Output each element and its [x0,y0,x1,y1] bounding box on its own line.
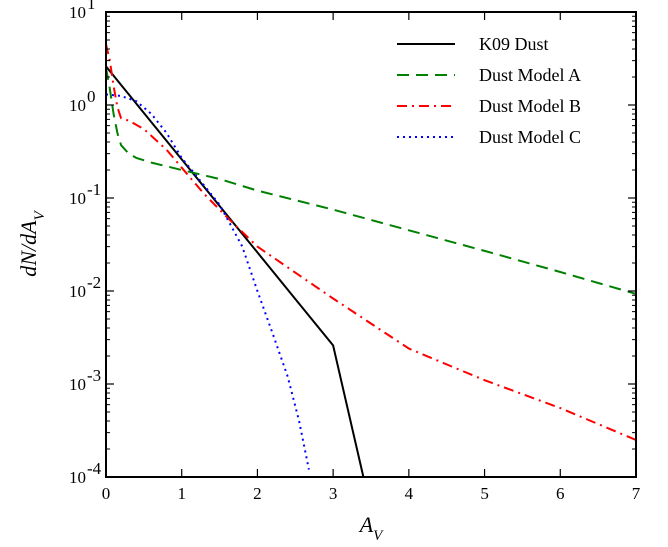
series-layer [106,44,636,477]
y-tick-exponent: -2 [87,273,101,292]
x-tick-label: 7 [632,484,641,503]
y-tick-exponent: -4 [87,459,102,478]
y-tick-exponent: 1 [87,0,96,13]
plot-frame [105,11,637,478]
y-tick-label: 10 [69,375,86,394]
legend-label-dust-model-b: Dust Model B [479,96,581,116]
x-axis-label: AV [358,512,384,544]
legend: K09 Dust Dust Model A Dust Model B Dust Mod… [397,34,581,147]
y-tick-exponent: -1 [87,180,101,199]
y-tick-label: 10 [69,3,86,22]
y-tick-label: 10 [69,96,86,115]
series-line-k09-dust [106,65,365,477]
y-tick-exponent: -3 [87,366,101,385]
y-tick-label: 10 [69,189,86,208]
legend-label-dust-model-a: Dust Model A [479,65,581,85]
y-axis-label: dN/dAV [16,209,48,276]
x-tick-label: 2 [253,484,262,503]
series-line-dust-model-c [106,93,310,470]
y-tick-exponent: 0 [87,87,96,106]
x-tick-label: 1 [177,484,186,503]
legend-label-k09-dust: K09 Dust [479,34,549,54]
series-line-dust-model-a [106,67,636,295]
x-tick-label: 4 [405,484,414,503]
x-tick-label: 3 [329,484,338,503]
y-tick-label: 10 [69,468,86,487]
x-tick-label: 6 [556,484,565,503]
legend-label-dust-model-c: Dust Model C [479,127,581,147]
y-tick-label: 10 [69,282,86,301]
x-tick-label: 0 [102,484,111,503]
x-tick-label: 5 [480,484,489,503]
